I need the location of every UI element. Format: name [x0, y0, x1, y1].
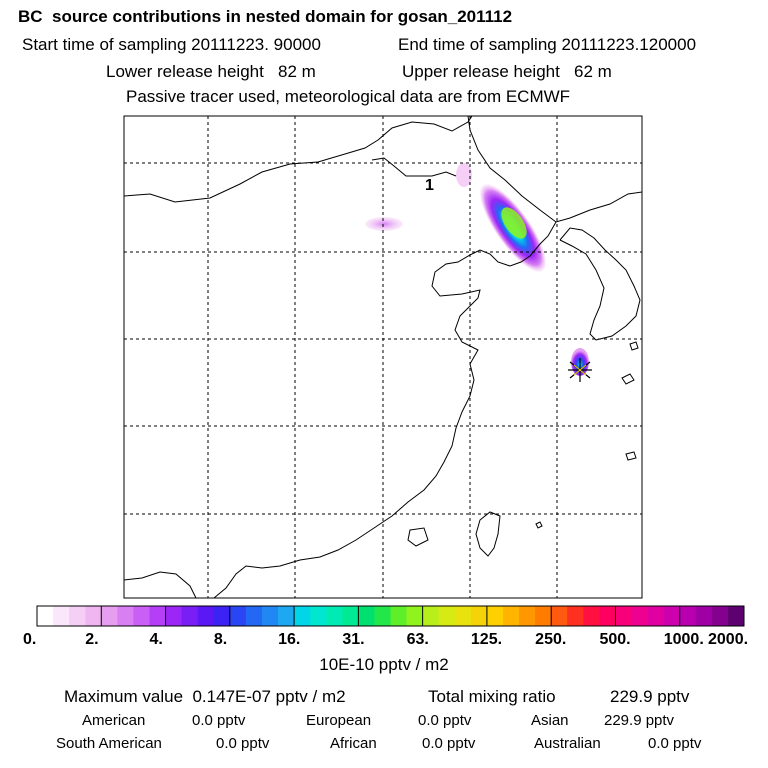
colorbar-tick-label: 125.: [470, 631, 503, 648]
colorbar-tick-label: 4.: [149, 631, 163, 648]
colorbar-frame: [36, 605, 745, 627]
colorbar-cell: [727, 606, 745, 626]
colorbar-cell: [535, 606, 552, 626]
colorbar-cell: [711, 606, 729, 626]
colorbar-cell: [358, 606, 375, 626]
region-asian-value: 229.9 pptv: [604, 712, 675, 729]
colorbar-tick-label: 8.: [213, 631, 228, 648]
colorbar-tick-label: 2.: [85, 631, 99, 648]
colorbar-cell: [695, 606, 713, 626]
upper-release-label: Upper release height 62 m: [402, 62, 612, 81]
colorbar-cell: [454, 606, 472, 626]
region-asian-name: Asian: [531, 712, 569, 729]
colorbar-tick-label: 63.: [406, 631, 429, 648]
region-australian-name: Australian: [534, 735, 601, 752]
colorbar-cell: [599, 606, 616, 626]
colorbar-cell: [406, 606, 424, 626]
colorbar-cell: [647, 606, 665, 626]
colorbar-cell: [85, 606, 102, 626]
start-time-label: Start time of sampling 20111223. 90000: [22, 35, 321, 54]
colorbar-tick-label: 1000.: [663, 631, 704, 648]
colorbar-cell: [438, 606, 456, 626]
colorbar-cell: [615, 606, 632, 626]
colorbar-cell: [181, 606, 199, 626]
colorbar-cell: [101, 606, 118, 626]
units-label: 10E-10 pptv / m2: [319, 655, 449, 674]
colorbar-cell: [117, 606, 134, 626]
region-american-value: 0.0 pptv: [192, 712, 246, 729]
colorbar-cell: [53, 606, 70, 626]
plume-tail: [456, 163, 472, 187]
grid-lines: [124, 116, 642, 598]
colorbar-cell: [663, 606, 681, 626]
colorbar-cell: [149, 606, 166, 626]
colorbar-cell: [294, 606, 311, 626]
plume-core: [501, 207, 527, 239]
colorbar-cell: [486, 606, 504, 626]
colorbar-cell: [213, 606, 231, 626]
end-time-label: End time of sampling 20111223.120000: [398, 35, 697, 54]
colorbar-cell: [567, 606, 584, 626]
colorbar-cell: [631, 606, 648, 626]
colorbar-cell: [37, 606, 54, 626]
region-australian-value: 0.0 pptv: [648, 735, 702, 752]
colorbar: [37, 606, 745, 626]
colorbar-cell: [583, 606, 600, 626]
colorbar-cell: [551, 606, 568, 626]
colorbar-tick-label: 31.: [342, 631, 365, 648]
colorbar-cell: [165, 606, 183, 626]
colorbar-cell: [422, 606, 440, 626]
max-value-label: Maximum value 0.147E-07 pptv / m2: [64, 687, 346, 706]
total-mixing-value: 229.9 pptv: [610, 687, 690, 706]
colorbar-cell: [261, 606, 279, 626]
colorbar-cell: [679, 606, 697, 626]
colorbar-cell: [133, 606, 150, 626]
region-african-value: 0.0 pptv: [422, 735, 476, 752]
colorbar-tick-label: 0.: [23, 631, 37, 648]
colorbar-tick-label: 500.: [599, 631, 631, 648]
colorbar-tick-label: 16.: [278, 631, 301, 648]
region-american-name: American: [82, 712, 146, 729]
chart-title: BC source contributions in nested domain…: [18, 7, 513, 26]
lower-release-label: Lower release height 82 m: [106, 62, 316, 81]
colorbar-cell: [374, 606, 391, 626]
colorbar-cell: [197, 606, 215, 626]
colorbar-tick-label: 250.: [535, 631, 567, 648]
colorbar-cell: [470, 606, 488, 626]
plume-west: [365, 217, 403, 231]
region-european-name: European: [306, 712, 372, 729]
colorbar-cell: [245, 606, 263, 626]
region-european-value: 0.0 pptv: [418, 712, 472, 729]
colorbar-cell: [229, 606, 247, 626]
plume-label: 1: [425, 177, 434, 194]
colorbar-cell: [69, 606, 86, 626]
colorbar-tick-label: 2000.: [708, 631, 749, 648]
map-frame: [123, 115, 643, 599]
region-african-name: African: [330, 735, 377, 752]
colorbar-cell: [502, 606, 520, 626]
region-south-american-name: South American: [56, 735, 162, 752]
colorbar-cell: [519, 606, 536, 626]
colorbar-cell: [342, 606, 359, 626]
colorbar-cell: [278, 606, 295, 626]
coastlines: [124, 116, 642, 598]
colorbar-cell: [326, 606, 343, 626]
region-south-american-value: 0.0 pptv: [216, 735, 270, 752]
colorbar-cell: [390, 606, 407, 626]
total-mixing-label: Total mixing ratio: [428, 687, 556, 706]
colorbar-cell: [310, 606, 327, 626]
tracer-note: Passive tracer used, meteorological data…: [126, 87, 571, 106]
